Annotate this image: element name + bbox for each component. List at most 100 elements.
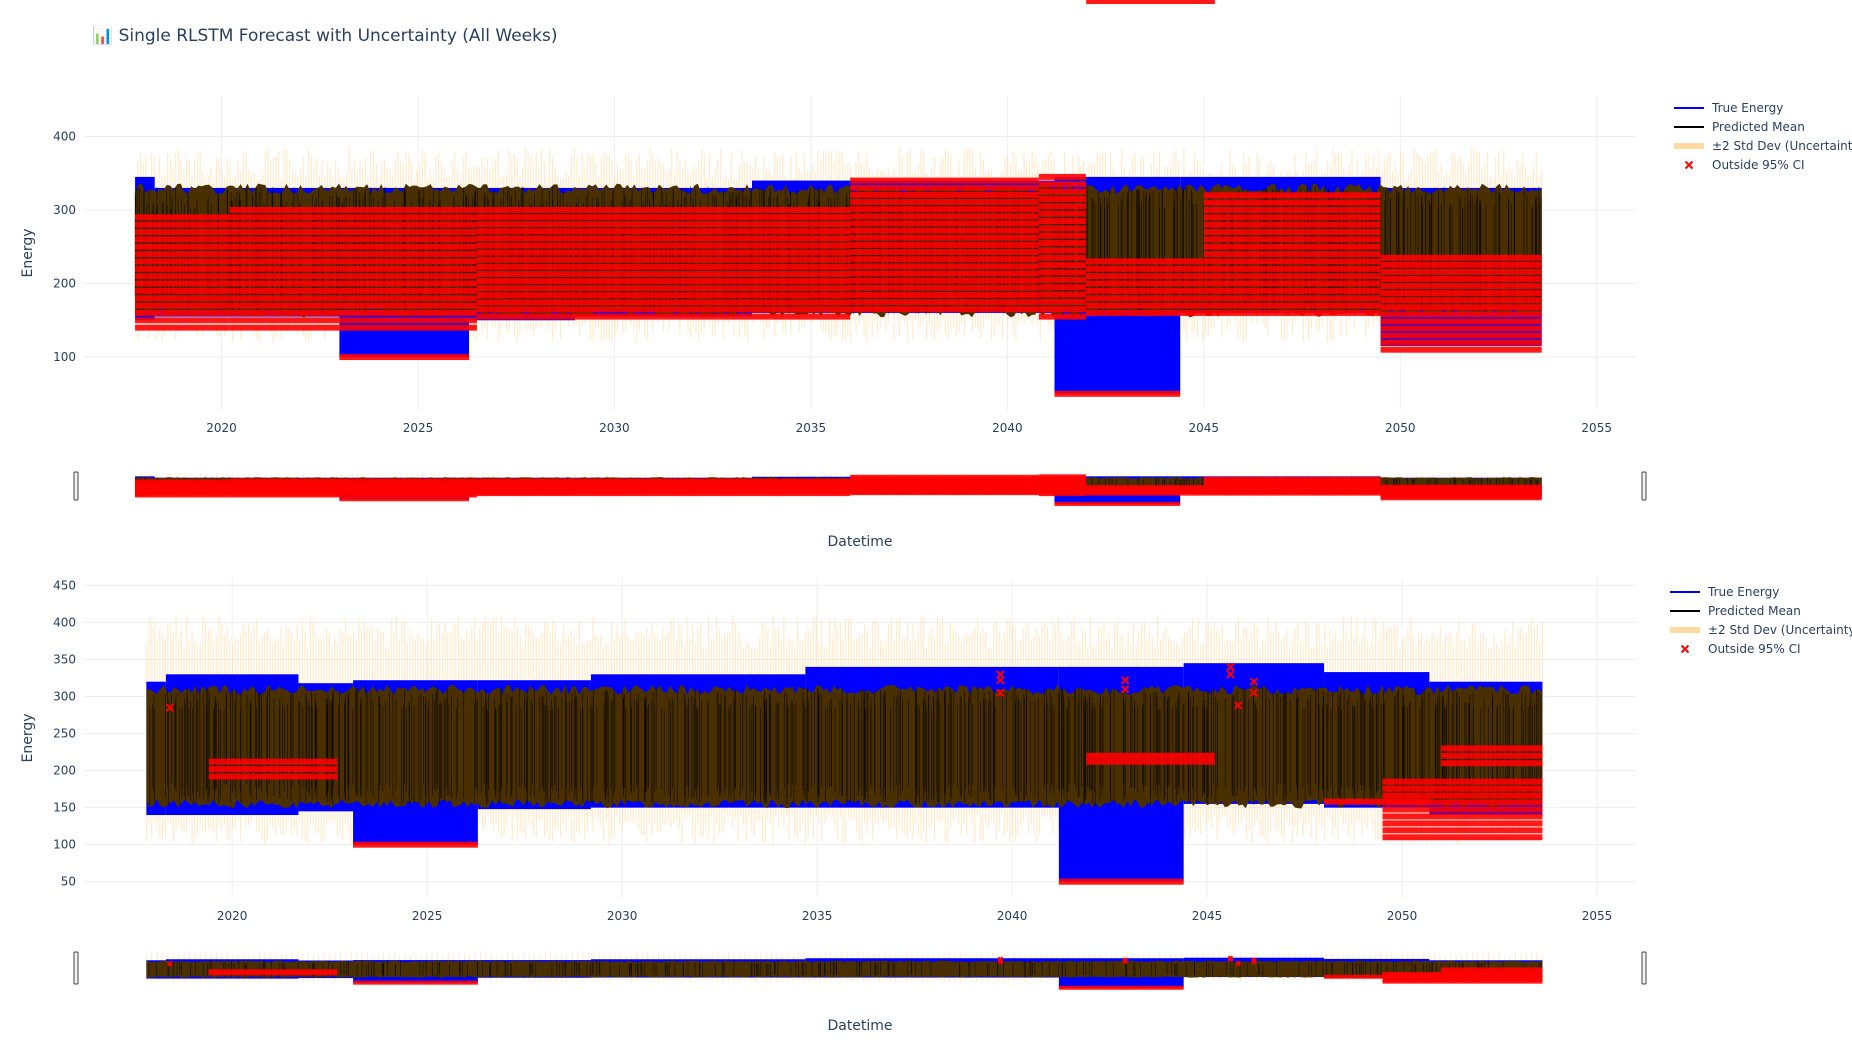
legend-item[interactable]: Predicted Mean <box>1670 604 1801 618</box>
outside-ci-series <box>167 0 1543 990</box>
outside-ci-mark <box>1441 745 1543 752</box>
outside-ci-mark <box>1086 752 1215 759</box>
outside-ci-mark <box>339 258 477 265</box>
outside-ci-mark <box>1038 269 1086 276</box>
predicted-mean-series <box>146 684 1543 809</box>
outside-ci-mark <box>476 235 851 242</box>
legend-item[interactable]: True Energy <box>1670 585 1779 599</box>
outside-ci-mark <box>339 206 477 213</box>
subplot-1[interactable]: 2020 2025 2030 2035 2040 2045 2050 2055 100 200 30… <box>20 96 1852 550</box>
outside-ci-mark <box>1203 236 1381 243</box>
outside-ci-mark <box>1038 247 1086 254</box>
outside-ci-mark <box>1203 229 1381 236</box>
outside-ci-mark <box>1203 258 1381 265</box>
outside-ci-mark <box>850 263 1039 270</box>
outside-ci-mark <box>1038 225 1086 232</box>
legend-item[interactable]: ±2 Std Dev (Uncertainty) <box>1670 623 1852 637</box>
outside-ci-mark <box>476 256 851 263</box>
outside-ci-mark <box>1038 254 1086 261</box>
x-tick-label: 2035 <box>802 909 833 923</box>
outside-ci-mark <box>476 214 851 221</box>
y-tick-label: 400 <box>53 615 76 629</box>
outside-ci-mark <box>1203 251 1381 258</box>
outside-ci-mark <box>1382 799 1543 806</box>
outside-ci-mark <box>135 295 230 302</box>
outside-ci-mark <box>1038 276 1086 283</box>
y-tick-label: 400 <box>53 129 76 143</box>
outside-ci-mark <box>1380 268 1542 275</box>
legend-item[interactable]: Outside 95% CI <box>1684 158 1805 172</box>
outside-ci-mark <box>1085 295 1204 302</box>
outside-ci-mark <box>1203 476 1381 481</box>
outside-ci-mark <box>1085 309 1204 316</box>
x-tick-label: 2030 <box>607 909 638 923</box>
x-tick-label: 2040 <box>992 421 1023 435</box>
range-slider-right-handle[interactable] <box>1641 471 1647 501</box>
x-tick-label: 2035 <box>796 421 827 435</box>
range-slider-right-handle[interactable] <box>1641 951 1647 985</box>
outside-ci-mark <box>1380 318 1542 325</box>
outside-ci-mark <box>135 317 230 324</box>
outside-ci-mark <box>1382 785 1543 792</box>
outside-ci-mark <box>1085 302 1204 309</box>
outside-ci-mark <box>339 280 477 287</box>
outside-ci-mark <box>1203 214 1381 221</box>
range-slider[interactable] <box>73 0 1647 990</box>
outside-ci-mark <box>135 302 230 309</box>
legend[interactable]: True Energy Predicted Mean ±2 Std Dev (Unc… <box>1674 101 1852 172</box>
subplot-2[interactable]: 2020 2025 2030 2035 2040 2045 2050 2055 50 100 150… <box>20 0 1852 1034</box>
outside-ci-mark <box>1380 275 1542 282</box>
outside-ci-mark <box>229 295 340 302</box>
range-slider[interactable] <box>73 466 1647 506</box>
legend[interactable]: True Energy Predicted Mean ±2 Std Dev (Unc… <box>1670 585 1852 656</box>
outside-ci-mark <box>1441 760 1543 767</box>
outside-ci-mark <box>850 199 1039 206</box>
y-tick-label: 300 <box>53 690 76 704</box>
outside-ci-mark <box>1038 313 1086 320</box>
legend-item[interactable]: Outside 95% CI <box>1680 642 1801 656</box>
outside-ci-mark <box>476 270 851 277</box>
outside-ci-mark <box>1038 474 1086 479</box>
outside-ci-series <box>135 173 1542 397</box>
plot-area[interactable] <box>145 615 1544 885</box>
outside-ci-mark <box>135 309 230 316</box>
outside-ci-mark <box>339 317 477 324</box>
outside-ci-mark <box>1380 254 1542 261</box>
outside-ci-mark <box>229 280 340 287</box>
outside-ci-mark <box>1038 181 1086 188</box>
outside-ci-mark <box>208 766 338 773</box>
outside-ci-point <box>1120 684 1130 694</box>
outside-ci-mark <box>229 243 340 250</box>
outside-ci-mark <box>339 214 477 221</box>
outside-ci-mark <box>850 184 1039 191</box>
outside-ci-mark <box>229 214 340 221</box>
outside-ci-mark <box>476 299 851 306</box>
range-slider-left-handle[interactable] <box>73 471 79 501</box>
x-tick-label: 2040 <box>997 909 1028 923</box>
legend-swatch <box>1684 160 1694 170</box>
outside-ci-mark <box>1382 813 1543 820</box>
legend-item[interactable]: True Energy <box>1674 101 1783 115</box>
outside-ci-mark <box>1038 262 1086 269</box>
outside-ci-mark <box>1380 261 1542 268</box>
outside-ci-mark <box>850 256 1039 263</box>
outside-ci-point <box>1249 688 1259 698</box>
plot-area[interactable] <box>134 147 1543 397</box>
outside-ci-mark <box>1382 834 1543 841</box>
outside-ci-mark <box>1054 501 1181 506</box>
outside-ci-mark <box>1203 206 1381 213</box>
chart-title: 📊 Single RLSTM Forecast with Uncertainty… <box>92 26 558 46</box>
outside-ci-mark <box>1441 752 1543 759</box>
legend-item[interactable]: ±2 Std Dev (Uncertainty) <box>1674 139 1852 153</box>
outside-ci-mark <box>1380 297 1542 304</box>
legend-item[interactable]: Predicted Mean <box>1674 120 1805 134</box>
x-axis-title: Datetime <box>827 534 892 550</box>
outside-ci-mark <box>229 258 340 265</box>
outside-ci-mark <box>339 273 477 280</box>
outside-ci-mark <box>1038 210 1086 217</box>
range-slider-left-handle[interactable] <box>73 951 79 985</box>
x-tick-label: 2055 <box>1582 909 1613 923</box>
outside-ci-mark <box>339 295 477 302</box>
outside-ci-mark <box>135 236 230 243</box>
outside-ci-mark <box>1380 346 1542 353</box>
